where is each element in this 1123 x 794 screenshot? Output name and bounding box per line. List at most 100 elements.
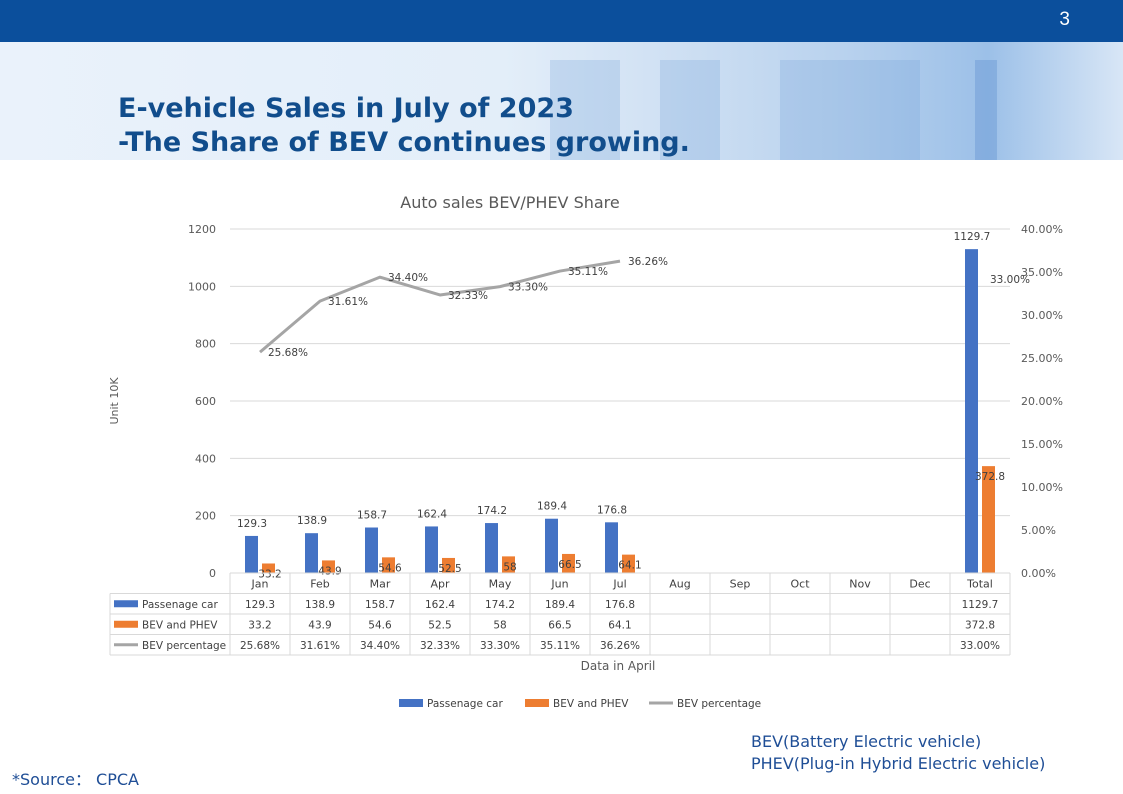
bar-data-label: 189.4	[537, 501, 567, 513]
bar-data-label: 158.7	[357, 510, 387, 522]
bar-bev-phev	[322, 560, 335, 573]
y2-tick-label: 25.00%	[1021, 352, 1063, 365]
bar-data-label: 58	[503, 561, 516, 573]
note-phev: PHEV(Plug-in Hybrid Electric vehicle)	[751, 754, 1046, 773]
table-row-label: BEV and PHEV	[142, 619, 218, 631]
legend-key	[399, 699, 423, 707]
table-cell: 31.61%	[300, 640, 340, 652]
x-tick-label: Apr	[430, 577, 450, 590]
y-tick-label: 800	[195, 338, 216, 351]
table-row-label: BEV percentage	[142, 640, 226, 652]
table-cell: 36.26%	[600, 640, 640, 652]
y2-tick-label: 40.00%	[1021, 223, 1063, 236]
bar-bev-phev	[562, 553, 575, 573]
bar-passenger	[425, 526, 438, 573]
y2-tick-label: 20.00%	[1021, 395, 1063, 408]
legend-label: BEV percentage	[677, 698, 761, 710]
x-tick-label: Dec	[909, 577, 930, 590]
bar-data-label: 176.8	[597, 504, 627, 516]
chart-title: Auto sales BEV/PHEV Share	[400, 193, 620, 212]
bar-data-label: 174.2	[477, 505, 507, 517]
table-cell: 129.3	[245, 599, 275, 611]
title-line-2: -The Share of BEV continues growing.	[118, 127, 690, 158]
table-cell: 33.2	[248, 619, 271, 631]
bar-data-label: 1129.7	[954, 231, 991, 243]
x-tick-label: May	[489, 577, 512, 590]
line-data-label: 25.68%	[268, 347, 308, 359]
bar-data-label: 54.6	[378, 562, 402, 574]
bar-bev-phev	[622, 554, 635, 573]
bar-bev-phev	[262, 563, 275, 573]
line-data-label: 33.30%	[508, 282, 548, 294]
table-cell: 33.00%	[960, 640, 1000, 652]
title-line-1: E-vehicle Sales in July of 2023	[118, 93, 574, 124]
table-legend-key	[114, 620, 138, 628]
bar-data-label: 162.4	[417, 508, 447, 520]
table-cell: 189.4	[545, 599, 575, 611]
y2-tick-label: 10.00%	[1021, 481, 1063, 494]
bar-data-label: 43.9	[318, 565, 341, 577]
bar-data-label: 52.5	[438, 563, 461, 575]
x-tick-label: Feb	[310, 577, 329, 590]
table-cell: 162.4	[425, 599, 455, 611]
x-tick-label: Mar	[370, 577, 391, 590]
table-row-label: Passenage car	[142, 599, 218, 611]
x-tick-label: Jun	[550, 577, 568, 590]
y2-tick-label: 15.00%	[1021, 438, 1063, 451]
table-cell: 158.7	[365, 599, 395, 611]
y-axis-label: Unit 10K	[108, 377, 121, 425]
x-tick-label: Nov	[849, 577, 871, 590]
table-cell: 174.2	[485, 599, 515, 611]
table-cell: 54.6	[368, 619, 392, 631]
line-data-label: 36.26%	[628, 256, 668, 268]
y2-tick-label: 0.00%	[1021, 567, 1056, 580]
note-bev: BEV(Battery Electric vehicle)	[751, 732, 982, 751]
bar-data-label: 372.8	[975, 471, 1005, 483]
page-number: 3	[1059, 9, 1070, 30]
line-data-label: 31.61%	[328, 296, 368, 308]
y-tick-label: 1200	[188, 223, 216, 236]
bar-passenger	[545, 518, 558, 573]
bar-bev-phev	[382, 557, 395, 573]
bar-passenger	[965, 249, 978, 574]
table-cell: 52.5	[428, 619, 451, 631]
bar-passenger	[245, 535, 258, 573]
table-cell: 34.40%	[360, 640, 400, 652]
x-tick-label: Total	[966, 577, 993, 590]
x-tick-label: Sep	[730, 577, 751, 590]
bar-passenger	[305, 533, 318, 573]
bar-passenger	[365, 527, 378, 573]
bar-data-label: 64.1	[618, 560, 641, 572]
x-tick-label: Aug	[669, 577, 690, 590]
table-cell: 35.11%	[540, 640, 580, 652]
bar-data-label: 138.9	[297, 515, 327, 527]
table-cell: 1129.7	[962, 599, 999, 611]
abbreviation-notes: BEV(Battery Electric vehicle) PHEV(Plug-…	[751, 731, 1045, 775]
table-cell: 43.9	[308, 619, 331, 631]
table-cell: 66.5	[548, 619, 571, 631]
bar-data-label: 129.3	[237, 518, 267, 530]
y-tick-label: 200	[195, 510, 216, 523]
line-data-label: 32.33%	[448, 290, 488, 302]
table-cell: 25.68%	[240, 640, 280, 652]
header-bar: 3	[0, 0, 1123, 42]
y-tick-label: 1000	[188, 280, 216, 293]
table-legend-key	[114, 600, 138, 608]
table-cell: 176.8	[605, 599, 635, 611]
table-cell: 372.8	[965, 619, 995, 631]
line-data-label: 35.11%	[568, 266, 608, 278]
bar-passenger	[485, 523, 498, 573]
legend-key	[525, 699, 549, 707]
y-tick-label: 600	[195, 395, 216, 408]
table-cell: 138.9	[305, 599, 335, 611]
table-cell: 58	[493, 619, 506, 631]
y-tick-label: 0	[209, 567, 216, 580]
bar-bev-phev	[982, 466, 995, 573]
x-axis-label: Data in April	[581, 659, 656, 673]
x-tick-label: Oct	[790, 577, 810, 590]
line-data-label: 33.00%	[990, 274, 1030, 286]
bar-data-label: 66.5	[558, 559, 581, 571]
y2-tick-label: 5.00%	[1021, 524, 1056, 537]
line-data-label: 34.40%	[388, 272, 428, 284]
